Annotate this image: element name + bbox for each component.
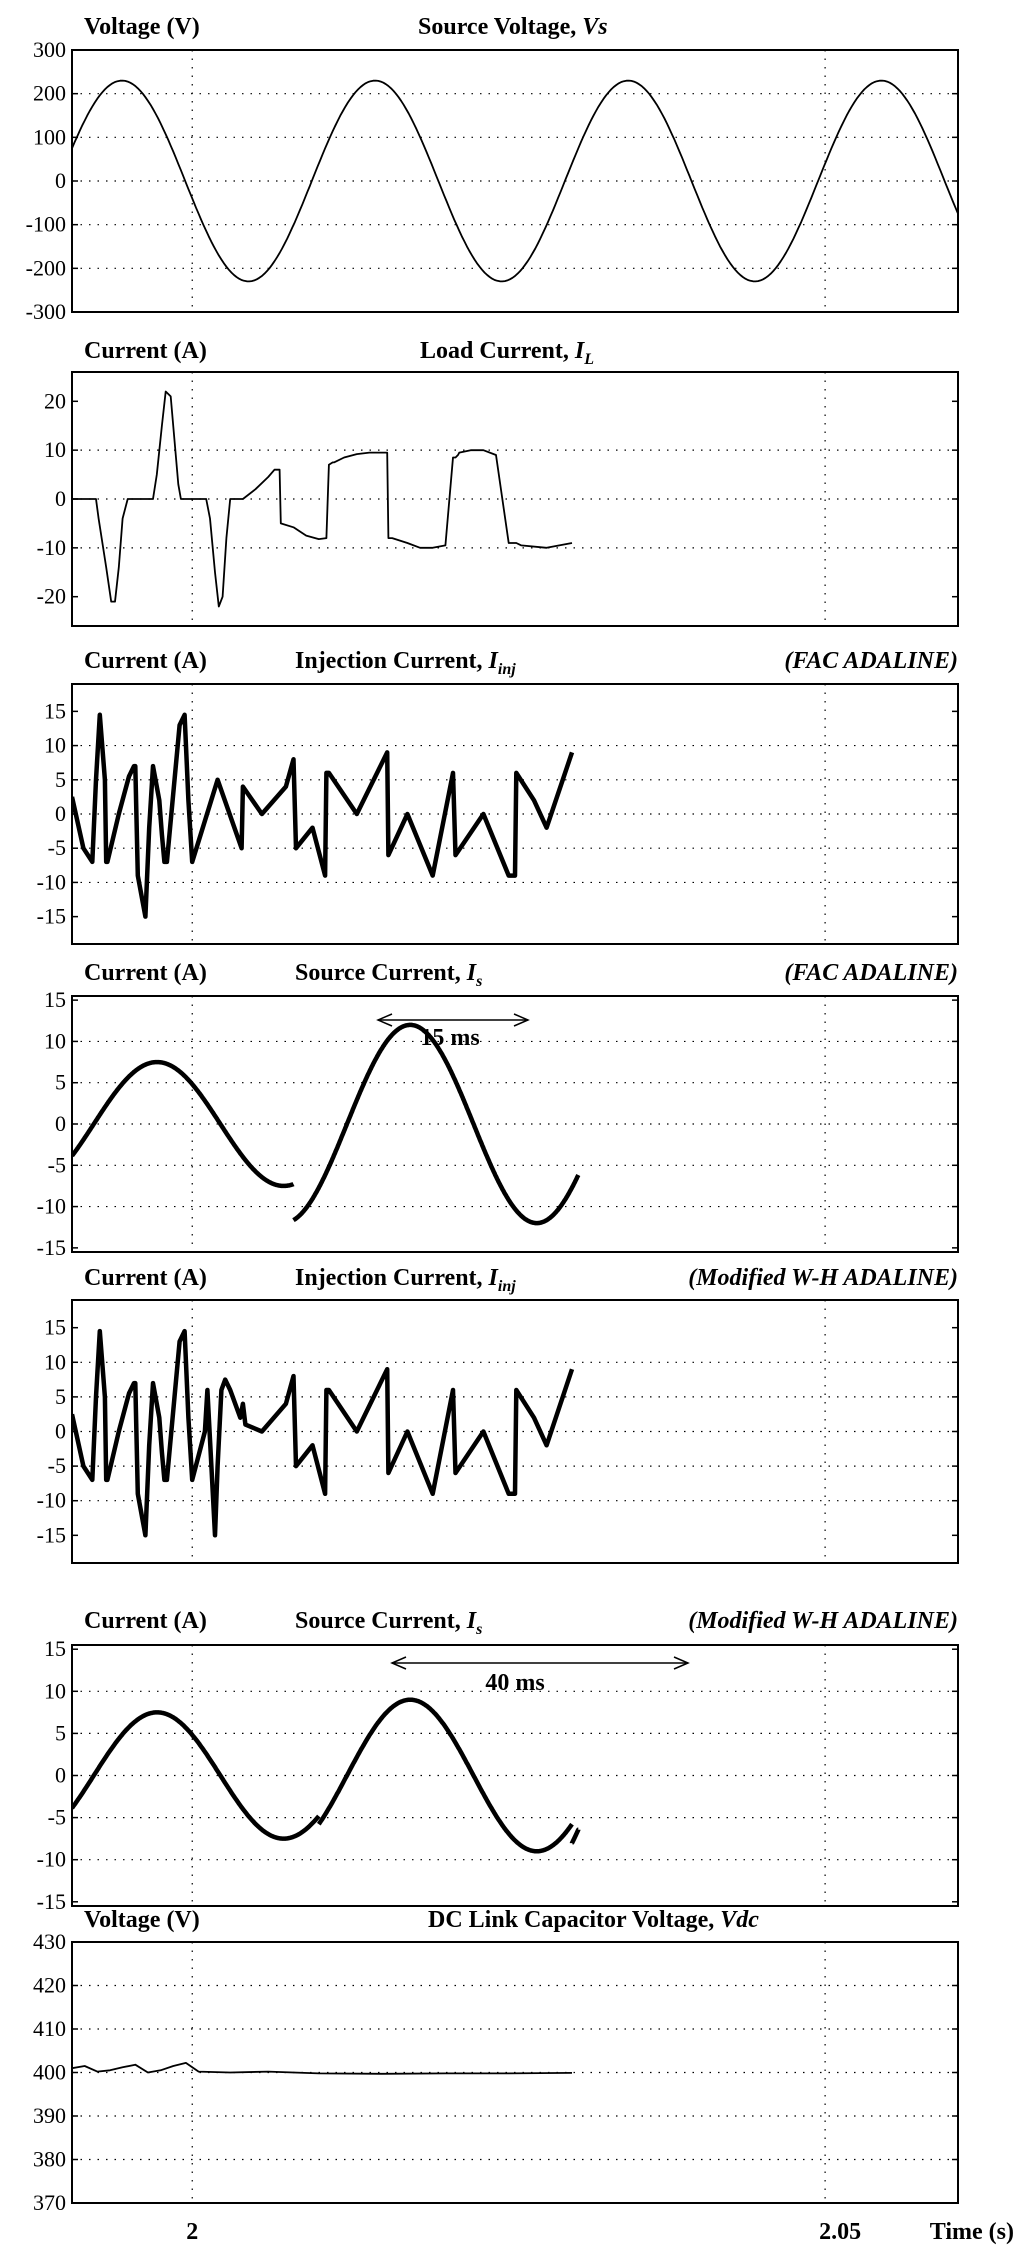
y-tick-label: 100 [33, 124, 66, 149]
series-line-1 [72, 712, 575, 919]
y-axis-label: Voltage (V) [84, 1907, 200, 1933]
y-tick-label: -200 [26, 255, 66, 280]
y-tick-label: -15 [37, 904, 66, 929]
y-axis-label: Current (A) [84, 1265, 207, 1291]
series-line-2 [316, 1697, 574, 1854]
y-tick-label: 300 [33, 37, 66, 62]
y-tick-label: 10 [44, 437, 66, 462]
y-tick-label: 0 [55, 1419, 66, 1444]
duration-label: 40 ms [485, 1670, 544, 1696]
y-tick-label: 0 [55, 1111, 66, 1136]
y-tick-label: -5 [48, 1805, 66, 1830]
series-line-1 [72, 1710, 321, 1841]
plot-frame [71, 995, 959, 1253]
y-tick-label: -15 [37, 1522, 66, 1547]
y-tick-label: -10 [37, 1488, 66, 1513]
plot-frame [71, 1299, 959, 1564]
y-tick-label: -10 [37, 1847, 66, 1872]
y-tick-label: -300 [26, 299, 66, 324]
x-tick-label: 2 [186, 2219, 198, 2245]
y-tick-label: 390 [33, 2103, 66, 2128]
y-tick-label: 10 [44, 1028, 66, 1053]
arrowhead-left [390, 1656, 407, 1670]
y-tick-label: -15 [37, 1235, 66, 1260]
series-line-1 [72, 1328, 575, 1538]
y-tick-label: 430 [33, 1929, 66, 1954]
y-tick-label: 0 [55, 801, 66, 826]
chart-panel-7: 430 420 410 400 390 380 370 Voltage (V) DC Link … [33, 1907, 1014, 2245]
chart-panel-6: 15 10 5 0 -5 -10 -15 Current (A) Source Current,… [37, 1608, 959, 1914]
y-tick-label: 10 [44, 1349, 66, 1374]
x-axis-label: Time (s) [930, 2219, 1014, 2245]
y-tick-label: 10 [44, 733, 66, 758]
y-tick-label: -15 [37, 1889, 66, 1914]
arrowhead-right [673, 1656, 690, 1670]
duration-label: 15 ms [420, 1025, 479, 1051]
y-axis-label: Current (A) [84, 1608, 207, 1634]
plot-frame [71, 683, 959, 945]
chart-title: Injection Current, Iinj [295, 1265, 516, 1295]
method-label: (FAC ADALINE) [784, 648, 958, 674]
y-tick-label: 15 [44, 1636, 66, 1661]
y-tick-label: -10 [37, 535, 66, 560]
y-tick-label: -5 [48, 1152, 66, 1177]
y-tick-label: -5 [48, 835, 66, 860]
x-tick-label: 2.05 [819, 2219, 861, 2245]
series-line-2 [291, 1022, 581, 1226]
chart-panel-3: 15 10 5 0 -5 -10 -15 Current (A) Injection Curre… [37, 648, 959, 945]
series-line-1 [72, 79, 958, 283]
y-axis-label: Current (A) [84, 338, 207, 364]
plot-frame [71, 1941, 959, 2204]
method-label: (Modified W-H ADALINE) [688, 1608, 958, 1634]
chart-panel-5: 15 10 5 0 -5 -10 -15 Current (A) Injection Curre… [37, 1265, 959, 1564]
y-tick-label: 5 [55, 1070, 66, 1095]
y-tick-label: 420 [33, 1973, 66, 1998]
y-tick-label: 20 [44, 388, 66, 413]
y-tick-label: 370 [33, 2190, 66, 2215]
y-tick-label: 15 [44, 987, 66, 1012]
y-tick-label: -100 [26, 212, 66, 237]
chart-panel-1: 300 200 100 0 -100 -200 -300 Voltage (V) Source … [26, 14, 959, 324]
y-tick-label: -10 [37, 1194, 66, 1219]
y-tick-label: 5 [55, 1384, 66, 1409]
chart-title: Injection Current, Iinj [295, 648, 516, 678]
chart-title: DC Link Capacitor Voltage, Vdc [428, 1907, 759, 1933]
series-line-1 [72, 390, 573, 608]
y-tick-label: 0 [55, 168, 66, 193]
y-tick-label: 15 [44, 1315, 66, 1340]
series-line-1 [72, 1059, 296, 1189]
y-tick-label: 15 [44, 698, 66, 723]
arrowhead-left [376, 1013, 393, 1027]
chart-panel-2: 20 10 0 -10 -20 Current (A) Load Current, IL [37, 338, 959, 627]
y-tick-label: -5 [48, 1453, 66, 1478]
chart-title: Source Current, Is [295, 1608, 482, 1638]
y-tick-label: -20 [37, 584, 66, 609]
chart-title: Load Current, IL [420, 338, 594, 368]
y-tick-label: 410 [33, 2016, 66, 2041]
series-line-3 [569, 1827, 581, 1846]
y-axis-label: Voltage (V) [84, 14, 200, 40]
y-tick-label: -10 [37, 869, 66, 894]
arrowhead-right [513, 1013, 530, 1027]
method-label: (Modified W-H ADALINE) [688, 1265, 958, 1291]
series-line-1 [72, 2062, 573, 2075]
plot-frame [71, 49, 959, 313]
chart-panel-4: 15 10 5 0 -5 -10 -15 Current (A) Source Current,… [37, 960, 959, 1260]
y-axis-label: Current (A) [84, 960, 207, 986]
y-tick-label: 400 [33, 2060, 66, 2085]
y-tick-label: 10 [44, 1678, 66, 1703]
plot-frame [71, 1644, 959, 1907]
chart-title: Source Voltage, Vs [418, 14, 608, 40]
method-label: (FAC ADALINE) [784, 960, 958, 986]
y-tick-label: 5 [55, 767, 66, 792]
chart-title: Source Current, Is [295, 960, 482, 990]
y-tick-label: 5 [55, 1720, 66, 1745]
y-axis-label: Current (A) [84, 648, 207, 674]
y-tick-label: 200 [33, 81, 66, 106]
y-tick-label: 0 [55, 1763, 66, 1788]
y-tick-label: 380 [33, 2147, 66, 2172]
y-tick-label: 0 [55, 486, 66, 511]
